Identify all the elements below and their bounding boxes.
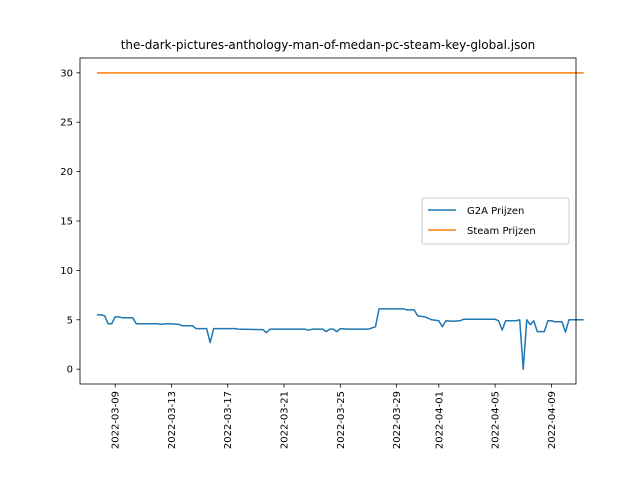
x-tick-label: 2022-04-01 <box>434 391 445 449</box>
x-tick-label: 2022-03-09 <box>111 391 122 449</box>
legend-frame <box>421 197 570 245</box>
series-layer <box>96 72 584 370</box>
y-tick-label: 30 <box>60 68 73 79</box>
x-tick-label: 2022-03-17 <box>223 391 234 449</box>
legend-label-steam: Steam Prijzen <box>467 226 536 237</box>
y-tick-label: 20 <box>60 167 73 178</box>
chart-title: the-dark-pictures-anthology-man-of-medan… <box>121 38 536 52</box>
y-tick-label: 25 <box>60 118 73 129</box>
y-tick-label: 0 <box>67 365 73 376</box>
y-tick-label: 5 <box>67 315 73 326</box>
legend-label-g2a: G2A Prijzen <box>467 206 524 217</box>
series-line-0 <box>96 308 584 370</box>
y-tick-label: 15 <box>60 217 73 228</box>
x-tick-label: 2022-03-29 <box>392 391 403 449</box>
legend: G2A Prijzen Steam Prijzen <box>421 197 570 245</box>
x-tick-label: 2022-04-05 <box>491 391 502 449</box>
axes-layer: 0 5 10 15 20 25 30 2022-03-09 2022-03-13 2022-03-… <box>60 57 577 449</box>
x-tick-label: 2022-04-09 <box>547 391 558 449</box>
x-tick-label: 2022-03-13 <box>167 391 178 449</box>
x-tick-label: 2022-03-25 <box>336 391 347 449</box>
y-tick-label: 10 <box>60 266 73 277</box>
x-tick-label: 2022-03-21 <box>280 391 291 449</box>
